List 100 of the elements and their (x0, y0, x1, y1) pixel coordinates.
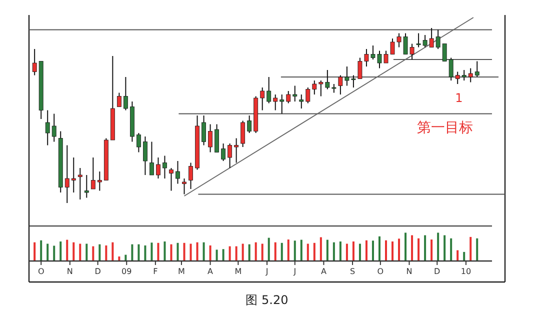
bar (456, 250, 459, 261)
bar (358, 244, 361, 261)
bar (300, 240, 302, 261)
bar (313, 242, 316, 261)
x-tick-label: M (178, 267, 186, 276)
bar (183, 242, 186, 261)
candlestick (202, 115, 206, 146)
bar (320, 237, 322, 261)
bar (131, 244, 134, 261)
candlestick (176, 160, 180, 184)
candlestick (45, 110, 50, 146)
bar (60, 241, 62, 261)
candlestick (266, 76, 272, 104)
bar (53, 246, 56, 261)
candlestick (208, 124, 212, 153)
candlestick (150, 141, 154, 176)
candlestick (292, 85, 298, 102)
candlestick (116, 92, 122, 108)
candlestick (78, 168, 82, 200)
x-tick-label: D (94, 267, 101, 276)
bar (346, 244, 348, 261)
bar (248, 244, 250, 261)
bar (352, 241, 354, 261)
bar (280, 242, 283, 261)
annotation: 第一目标 (417, 120, 473, 136)
candlestick (84, 174, 89, 198)
candlestick (240, 120, 246, 148)
bar (470, 236, 472, 261)
bar (196, 242, 198, 261)
x-tick-label: A (320, 267, 327, 276)
candlestick (182, 178, 186, 195)
candlestick (468, 68, 473, 83)
bar (392, 241, 394, 261)
candlestick (318, 80, 324, 97)
bar (385, 240, 387, 261)
bar (254, 242, 257, 261)
bar (274, 242, 276, 261)
x-tick-label: 09 (122, 267, 132, 276)
bar (157, 242, 160, 261)
bar (190, 244, 192, 261)
bar (418, 238, 420, 261)
bar (404, 232, 407, 261)
x-tick-label: A (208, 267, 214, 276)
x-tick-label: 10 (460, 267, 472, 276)
bar (222, 249, 224, 261)
bar (170, 244, 172, 261)
candlestick (188, 162, 193, 190)
bar (176, 242, 179, 261)
candlestick (273, 94, 278, 111)
candlestick (71, 157, 76, 193)
bar (450, 238, 452, 261)
annotation: 1 (455, 91, 463, 105)
bar (164, 241, 166, 261)
bar (86, 244, 88, 261)
bar (112, 242, 114, 261)
bar (209, 245, 212, 261)
bar (92, 246, 94, 261)
bar (437, 232, 440, 261)
candlestick (280, 94, 284, 114)
candlestick (234, 138, 239, 164)
bar (235, 246, 238, 261)
candlestick (312, 80, 317, 95)
candlestick (448, 57, 454, 81)
candlestick (214, 124, 219, 153)
bar (202, 242, 205, 261)
candlestick (247, 115, 252, 134)
candlestick (64, 144, 70, 204)
x-tick-label: M (234, 267, 242, 276)
candlestick (286, 90, 291, 104)
x-tick-label: O (38, 267, 44, 276)
bar (138, 244, 140, 261)
candlestick (228, 143, 232, 168)
bar (40, 240, 42, 261)
bar (66, 240, 68, 261)
bar (339, 241, 342, 261)
candlestick (299, 94, 304, 109)
bar (332, 242, 335, 261)
bar (150, 242, 153, 261)
x-tick-label: S (350, 267, 356, 276)
bar (444, 235, 446, 261)
candlestick (97, 171, 102, 192)
bar (268, 238, 270, 261)
bar (242, 244, 244, 261)
candlestick (462, 70, 466, 81)
bar (72, 242, 75, 261)
caption: 图 5.20 (246, 293, 288, 307)
candlestick (32, 48, 37, 76)
bar (79, 244, 82, 261)
x-tick-label: N (406, 267, 412, 276)
candlestick (306, 87, 310, 104)
x-tick-label: N (66, 267, 73, 276)
x-tick-label: J (264, 267, 268, 276)
bar (261, 244, 264, 261)
bar (294, 240, 296, 261)
candlestick (123, 76, 128, 111)
candlestick (143, 136, 148, 176)
bar (430, 239, 433, 261)
x-tick-label: F (153, 267, 158, 276)
bar (228, 246, 231, 261)
candlestick (156, 157, 160, 179)
